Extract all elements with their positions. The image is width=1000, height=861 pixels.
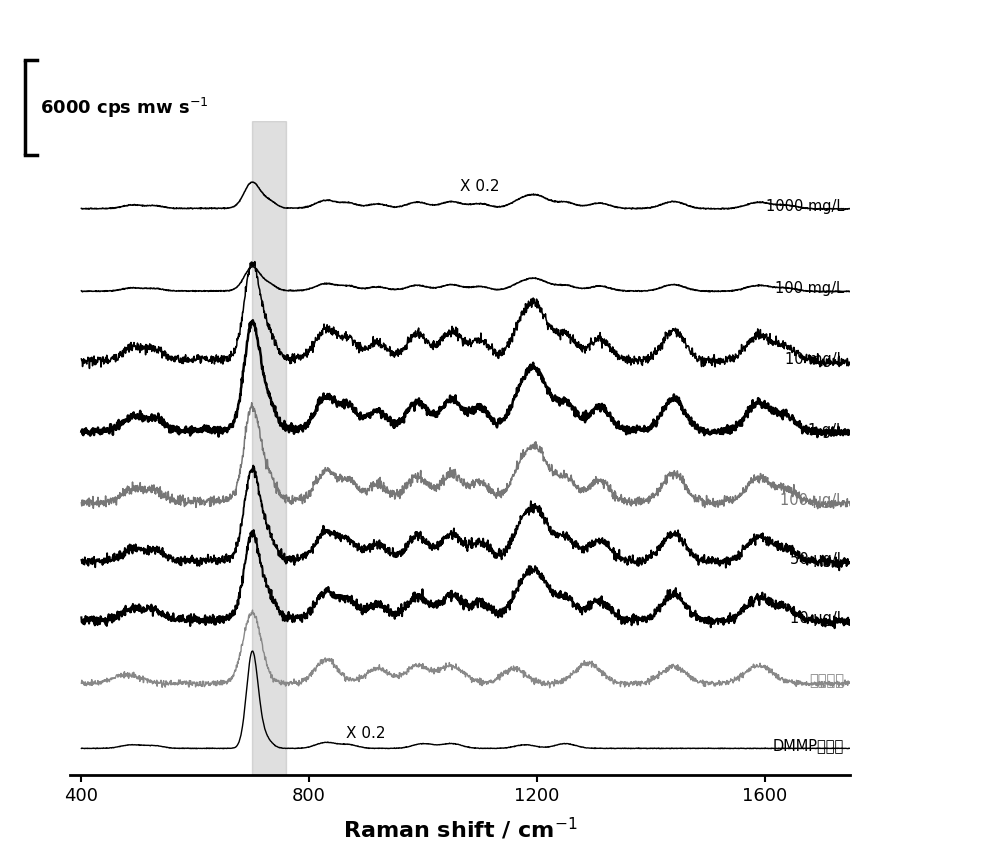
Text: 1 g/L: 1 g/L	[808, 423, 844, 437]
Text: 1000 mg/L: 1000 mg/L	[766, 199, 844, 214]
Text: 10 mg/L: 10 mg/L	[785, 352, 844, 367]
Text: 50 μg/L: 50 μg/L	[790, 552, 844, 567]
Text: X 0.2: X 0.2	[346, 727, 386, 741]
Text: 10 μg/L: 10 μg/L	[790, 611, 844, 626]
Text: X 0.2: X 0.2	[460, 179, 500, 195]
Text: 100 μg/L: 100 μg/L	[780, 493, 844, 508]
Bar	[252, 121, 286, 775]
Text: DMMP液体谱: DMMP液体谱	[773, 738, 844, 753]
Text: 基底空白: 基底空白	[809, 673, 844, 688]
Text: 6000 cps mw s$^{-1}$: 6000 cps mw s$^{-1}$	[40, 96, 209, 120]
X-axis label: Raman shift / cm$^{-1}$: Raman shift / cm$^{-1}$	[343, 816, 577, 842]
Text: 100 mg/L: 100 mg/L	[775, 281, 844, 296]
